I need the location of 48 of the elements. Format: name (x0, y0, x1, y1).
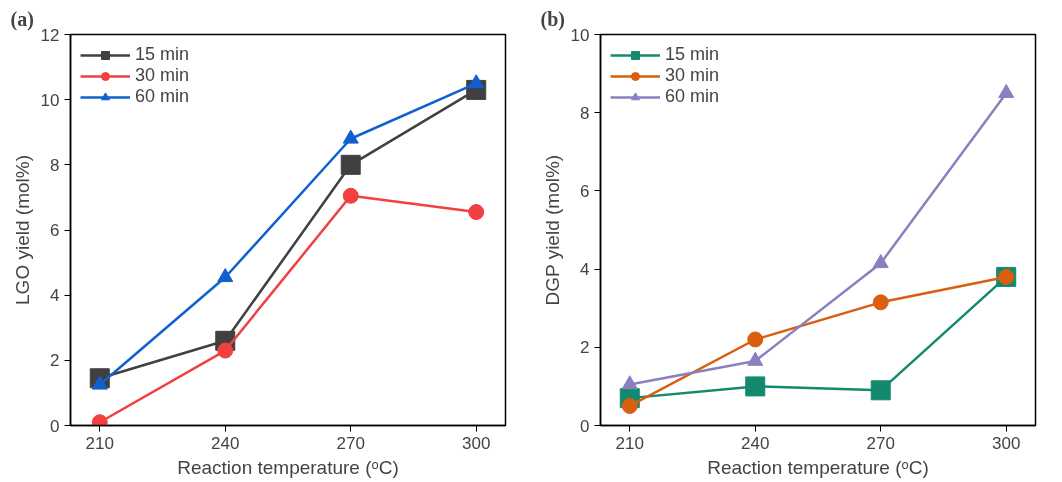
y-tick-label: 6 (50, 221, 60, 240)
point (468, 204, 485, 221)
y-tick-label: 8 (50, 155, 60, 175)
y-tick-label: 10 (570, 25, 590, 45)
legend-label: 60 min (135, 86, 190, 107)
x-tick-label: 240 (211, 433, 240, 453)
y-tick-label: 0 (580, 416, 590, 436)
point (468, 74, 485, 89)
x-tick-label: 300 (992, 433, 1021, 453)
point (745, 376, 766, 397)
x-tick-label: 270 (866, 433, 895, 453)
x-tick-label: 300 (462, 433, 491, 453)
point (217, 268, 234, 283)
point (342, 129, 359, 144)
x-tick-label: 210 (85, 433, 114, 453)
y-axis-title: LGO yield (mol%) (11, 155, 33, 305)
y-tick-label: 10 (40, 90, 60, 110)
y-tick-label: 12 (40, 25, 60, 45)
point (621, 397, 638, 414)
y-tick-label: 4 (50, 286, 60, 306)
point (217, 342, 234, 359)
y-axis-title: DGP yield (mol%) (541, 154, 563, 306)
y-tick-label: 4 (580, 260, 590, 280)
point (340, 154, 361, 175)
legend-label: 15 min (135, 44, 190, 65)
chart-title: (a) (10, 7, 34, 31)
legend-label: 30 min (665, 65, 720, 86)
legend-label: 30 min (135, 65, 190, 86)
legend-label: 15 min (665, 44, 720, 65)
point (870, 380, 891, 401)
point (342, 187, 359, 204)
y-tick-label: 6 (580, 181, 590, 201)
x-axis-title: Reaction temperature (ᵒC) (707, 456, 929, 478)
legend-label: 60 min (665, 86, 720, 107)
point (91, 375, 108, 390)
y-tick-label: 0 (50, 416, 60, 436)
chart-title: (b) (540, 7, 565, 31)
point (747, 331, 764, 348)
x-tick-label: 210 (615, 433, 644, 453)
y-tick-label: 8 (580, 103, 590, 123)
point (998, 83, 1015, 98)
x-tick-label: 240 (741, 433, 770, 453)
x-axis-title: Reaction temperature (ᵒC) (177, 456, 399, 478)
point (872, 294, 889, 311)
y-tick-label: 2 (580, 338, 590, 358)
point (872, 254, 889, 269)
y-tick-label: 2 (50, 351, 60, 371)
x-tick-label: 270 (336, 433, 365, 453)
